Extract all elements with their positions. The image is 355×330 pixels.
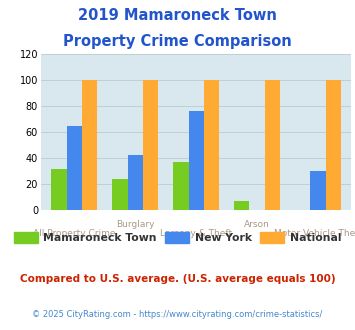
Text: Arson: Arson — [244, 220, 270, 229]
Bar — [326, 80, 341, 210]
Bar — [173, 162, 189, 210]
Text: All Property Crime: All Property Crime — [33, 229, 116, 238]
Bar — [127, 155, 143, 210]
Bar — [265, 80, 280, 210]
Bar — [113, 179, 127, 210]
Bar — [143, 80, 158, 210]
Bar — [67, 125, 82, 210]
Bar — [234, 201, 250, 210]
Text: 2019 Mamaroneck Town: 2019 Mamaroneck Town — [78, 8, 277, 23]
Bar — [204, 80, 219, 210]
Bar — [51, 170, 67, 210]
Bar — [82, 80, 97, 210]
Text: Burglary: Burglary — [116, 220, 154, 229]
Text: Larceny & Theft: Larceny & Theft — [160, 229, 232, 238]
Bar — [310, 171, 326, 210]
Text: Compared to U.S. average. (U.S. average equals 100): Compared to U.S. average. (U.S. average … — [20, 274, 335, 283]
Text: Motor Vehicle Theft: Motor Vehicle Theft — [274, 229, 355, 238]
Text: Property Crime Comparison: Property Crime Comparison — [63, 34, 292, 49]
Text: © 2025 CityRating.com - https://www.cityrating.com/crime-statistics/: © 2025 CityRating.com - https://www.city… — [32, 310, 323, 319]
Bar — [189, 111, 204, 210]
Legend: Mamaroneck Town, New York, National: Mamaroneck Town, New York, National — [10, 228, 345, 248]
